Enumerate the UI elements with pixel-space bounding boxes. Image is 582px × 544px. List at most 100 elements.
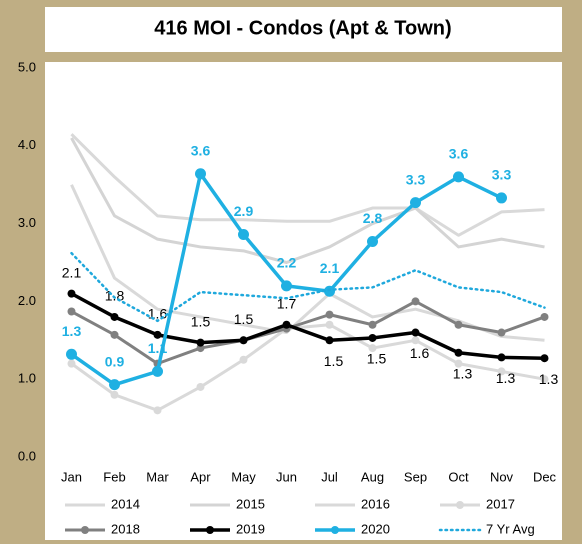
marker <box>196 382 205 391</box>
data-label: 2.1 <box>62 264 82 280</box>
marker <box>282 320 291 329</box>
y-tick-label: 1.0 <box>18 371 36 386</box>
data-label: 3.6 <box>191 143 211 159</box>
marker <box>540 375 549 384</box>
x-tick-label: Feb <box>103 469 125 484</box>
legend-label: 2019 <box>236 521 265 536</box>
data-label: 2.1 <box>320 260 340 276</box>
y-tick-label: 3.0 <box>18 215 36 230</box>
legend-label: 2014 <box>111 496 140 511</box>
plot-area <box>45 62 562 488</box>
marker <box>110 330 119 339</box>
series-line <box>70 184 545 342</box>
x-tick-label: Nov <box>490 469 514 484</box>
data-label: 0.9 <box>105 353 125 369</box>
marker <box>411 297 420 306</box>
data-label: 1.3 <box>62 323 82 339</box>
marker <box>153 406 162 415</box>
legend-marker <box>206 526 214 534</box>
marker <box>497 328 506 337</box>
series-line <box>70 251 546 323</box>
marker <box>67 289 76 298</box>
marker <box>454 320 463 329</box>
data-label: 1.6 <box>148 306 168 322</box>
legend-label: 2018 <box>111 521 140 536</box>
marker <box>196 338 205 347</box>
marker <box>410 197 421 209</box>
legend-label: 2017 <box>486 496 515 511</box>
title-box <box>45 7 562 52</box>
data-label: 3.3 <box>406 171 426 187</box>
marker <box>497 353 506 362</box>
marker <box>67 307 76 316</box>
legend-marker <box>331 526 339 534</box>
data-label: 2.2 <box>277 255 297 271</box>
data-label: 1.7 <box>277 295 297 311</box>
data-label: 2.8 <box>363 210 383 226</box>
marker <box>281 280 292 292</box>
y-tick-label: 2.0 <box>18 293 36 308</box>
marker <box>453 171 464 183</box>
x-tick-label: Sep <box>404 469 427 484</box>
marker <box>325 310 334 319</box>
x-tick-label: Jun <box>276 469 297 484</box>
marker <box>152 365 163 377</box>
series-line <box>70 137 545 264</box>
legend-label: 2020 <box>361 521 390 536</box>
data-label: 1.3 <box>453 365 473 381</box>
x-tick-label: Apr <box>190 469 211 484</box>
marker <box>324 285 335 297</box>
data-label: 1.6 <box>410 345 430 361</box>
data-label: 1.1 <box>148 340 168 356</box>
y-tick-label: 4.0 <box>18 137 36 152</box>
legend-label: 2016 <box>361 496 390 511</box>
x-tick-label: Jan <box>61 469 82 484</box>
marker <box>238 228 249 240</box>
chart-title: 416 MOI - Condos (Apt & Town) <box>154 17 451 39</box>
series-line <box>70 292 545 360</box>
marker <box>454 348 463 357</box>
x-tick-label: Aug <box>361 469 384 484</box>
marker <box>195 168 206 180</box>
data-label: 1.3 <box>539 371 559 387</box>
marker <box>67 359 76 368</box>
data-label: 1.5 <box>367 351 387 367</box>
marker <box>153 330 162 339</box>
marker <box>367 235 378 247</box>
marker <box>454 359 463 368</box>
marker <box>325 336 334 345</box>
legend-label: 2015 <box>236 496 265 511</box>
marker <box>540 354 549 363</box>
marker <box>110 390 119 399</box>
series-line <box>70 299 546 366</box>
marker <box>496 192 507 204</box>
data-label: 3.6 <box>449 146 469 162</box>
data-label: 1.5 <box>324 353 344 369</box>
legend-marker <box>81 526 89 534</box>
y-tick-label: 5.0 <box>18 59 36 74</box>
marker <box>325 320 334 329</box>
x-tick-label: Jul <box>321 469 338 484</box>
series-line <box>70 323 545 412</box>
marker <box>110 312 119 321</box>
marker <box>66 348 77 360</box>
y-tick-label: 0.0 <box>18 448 36 463</box>
marker <box>411 336 420 345</box>
data-label: 2.9 <box>234 203 254 219</box>
legend-label: 7 Yr Avg <box>486 521 535 536</box>
x-tick-label: Mar <box>146 469 169 484</box>
data-label: 1.5 <box>191 313 211 329</box>
x-tick-label: Dec <box>533 469 557 484</box>
legend-box <box>45 488 562 540</box>
marker <box>540 312 549 321</box>
data-label: 1.3 <box>496 370 516 386</box>
marker <box>497 367 506 376</box>
x-tick-label: Oct <box>448 469 469 484</box>
x-tick-label: May <box>231 469 256 484</box>
data-label: 1.5 <box>234 311 254 327</box>
marker <box>239 336 248 345</box>
marker <box>109 379 120 391</box>
series-line <box>70 133 545 237</box>
marker <box>411 328 420 337</box>
